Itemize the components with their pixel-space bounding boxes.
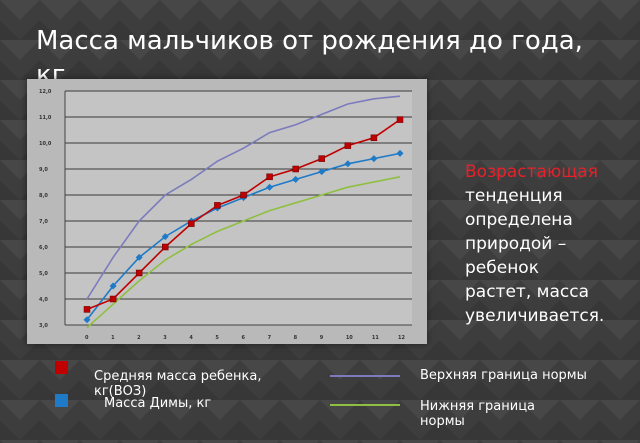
legend-label-upper: Верхняя граница нормы [420, 368, 587, 383]
x-tick-label: 4 [189, 335, 193, 341]
data-point-average [162, 243, 169, 251]
data-point-dima [83, 316, 91, 324]
legend-label-average: Средняя масса ребенка, кг(ВОЗ) [94, 369, 262, 399]
legend-label-lower: Нижняя граница нормы [420, 399, 536, 429]
data-point-average [135, 269, 143, 277]
legend-label-dima: Масса Димы, кг [104, 396, 212, 411]
x-tick-label: 2 [137, 335, 141, 341]
y-tick-label: 8,0 [39, 193, 48, 199]
data-point-average [292, 165, 299, 173]
data-point-average [370, 134, 378, 142]
data-point-average [109, 295, 117, 303]
slide-title: Масса мальчиков от рождения до года, кг [36, 26, 583, 90]
plot-area [65, 91, 412, 325]
x-tick-label: 0 [85, 335, 89, 341]
y-tick-label: 7,0 [39, 219, 48, 225]
data-point-average [344, 142, 352, 149]
y-tick-label: 10,0 [39, 141, 52, 147]
legend-line-upper [330, 375, 400, 377]
data-point-average [83, 306, 91, 313]
data-point-average [266, 173, 273, 181]
data-point-average [318, 155, 325, 162]
y-tick-label: 5,0 [39, 271, 48, 277]
legend-swatch-dima [55, 394, 68, 407]
x-tick-label: 12 [398, 335, 405, 341]
data-point-dima [318, 168, 326, 176]
y-tick-label: 9,0 [39, 167, 48, 173]
y-tick-label: 6,0 [39, 245, 48, 251]
series-line-3 [86, 176, 401, 329]
data-point-dima [344, 160, 352, 168]
data-point-dima [266, 183, 274, 191]
x-tick-label: 6 [242, 335, 246, 341]
data-point-average [396, 116, 404, 123]
data-point-average [214, 202, 221, 209]
series-line-2 [86, 95, 401, 300]
legend-line-lower [330, 404, 400, 406]
side-text: Возрастающая тенденция определена природ… [465, 160, 605, 328]
data-point-dima [161, 233, 169, 241]
x-tick-label: 11 [372, 335, 379, 341]
x-tick-label: 8 [294, 335, 298, 341]
data-point-dima [135, 253, 143, 261]
y-tick-label: 12,0 [39, 89, 52, 95]
y-tick-label: 4,0 [39, 297, 48, 303]
y-tick-label: 11,0 [39, 115, 52, 121]
x-tick-label: 9 [320, 335, 324, 341]
data-point-dima [396, 149, 404, 157]
side-text-rest: тенденция определена природой – ребенок … [465, 186, 605, 326]
weight-chart: 3,04,05,06,07,08,09,010,011,012,00 1 2 3 4 5 6… [39, 89, 412, 341]
legend-swatch-average [55, 361, 68, 374]
x-tick-label: 5 [215, 335, 219, 341]
chart-panel: 3,0 4,0 5,0 6,0 7,0 8,0 9,0 10,0 11,0 12,0 0 1 2 3 4 5 6… [27, 79, 427, 344]
x-tick-label: 7 [268, 335, 272, 341]
side-text-highlight: Возрастающая [465, 162, 598, 182]
y-tick-label: 3,0 [39, 323, 48, 329]
data-point-dima [370, 155, 378, 163]
x-tick-label: 10 [346, 335, 353, 341]
data-point-dima [292, 175, 300, 183]
data-point-dima [109, 282, 117, 290]
data-point-average [240, 191, 247, 199]
x-tick-label: 3 [163, 335, 167, 341]
data-point-average [188, 220, 195, 227]
x-tick-label: 1 [111, 335, 115, 341]
